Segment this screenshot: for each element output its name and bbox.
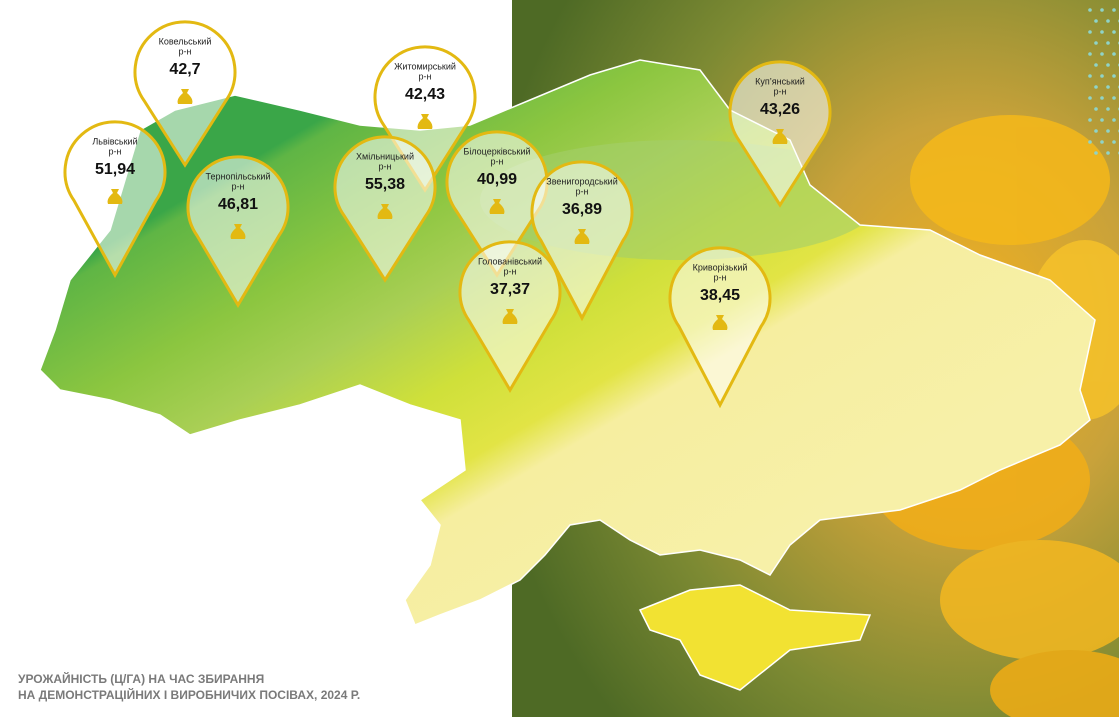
pin-value: 42,7 <box>169 61 200 78</box>
dot <box>1106 129 1110 133</box>
pin-value: 55,38 <box>365 176 405 193</box>
bag-icon <box>489 199 505 214</box>
bag-icon <box>772 129 788 144</box>
dot <box>1106 41 1110 45</box>
pin-unit: р-н <box>379 161 392 171</box>
pin-value: 46,81 <box>218 196 258 213</box>
dot <box>1100 74 1104 78</box>
pin-unit: р-н <box>504 266 517 276</box>
dot <box>1088 8 1092 12</box>
dot <box>1088 140 1092 144</box>
pin-unit: р-н <box>109 146 122 156</box>
dot <box>1112 30 1116 34</box>
pin-name: Криворізький <box>693 262 748 272</box>
bag-icon <box>574 229 590 244</box>
pin-name: Куп’янський <box>755 76 805 86</box>
pin-value: 37,37 <box>490 281 530 298</box>
bag-icon <box>177 89 193 104</box>
crimea <box>638 584 872 691</box>
dot <box>1088 96 1092 100</box>
dot <box>1088 52 1092 56</box>
dot <box>1094 151 1098 155</box>
dot <box>1100 52 1104 56</box>
dot <box>1094 41 1098 45</box>
title-line: УРОЖАЙНІСТЬ (Ц/ГА) НА ЧАС ЗБИРАННЯ <box>18 671 264 686</box>
dot <box>1088 118 1092 122</box>
title-line: НА ДЕМОНСТРАЦІЙНИХ І ВИРОБНИЧИХ ПОСІВАХ,… <box>18 687 360 702</box>
dot <box>1094 63 1098 67</box>
pin-value: 38,45 <box>700 287 740 304</box>
pin-name: Голованівський <box>478 256 542 266</box>
dot <box>1094 107 1098 111</box>
pin-unit: р-н <box>232 181 245 191</box>
pin-unit: р-н <box>714 272 727 282</box>
bag-icon <box>377 204 393 219</box>
pin-unit: р-н <box>491 156 504 166</box>
pin-name: Тернопільський <box>206 171 271 181</box>
dot <box>1112 52 1116 56</box>
dot <box>1112 118 1116 122</box>
dot <box>1100 30 1104 34</box>
dot <box>1100 118 1104 122</box>
dot <box>1112 140 1116 144</box>
dot <box>1094 129 1098 133</box>
pin-name: Звенигородський <box>546 176 617 186</box>
dot <box>1100 96 1104 100</box>
pin-name: Житомирський <box>394 61 456 71</box>
pin-name: Ковельський <box>159 36 212 46</box>
pin-value: 42,43 <box>405 86 445 103</box>
bag-icon <box>712 315 728 330</box>
dot <box>1106 107 1110 111</box>
bag-icon <box>417 114 433 129</box>
pin-value: 43,26 <box>760 101 800 118</box>
pin-name: Львівський <box>92 136 137 146</box>
pin-name: Хмільницький <box>356 151 414 161</box>
bag-icon <box>107 189 123 204</box>
pin-unit: р-н <box>576 186 589 196</box>
dot <box>1100 8 1104 12</box>
pin-value: 40,99 <box>477 171 517 188</box>
dot <box>1112 74 1116 78</box>
dot <box>1106 63 1110 67</box>
bag-icon <box>502 309 518 324</box>
dot <box>1088 30 1092 34</box>
dot <box>1100 140 1104 144</box>
dot <box>1088 74 1092 78</box>
dot <box>1106 151 1110 155</box>
dot <box>1106 19 1110 23</box>
pin-value: 36,89 <box>562 201 602 218</box>
dot <box>1094 85 1098 89</box>
bag-icon <box>230 224 246 239</box>
dot <box>1094 19 1098 23</box>
dot <box>1106 85 1110 89</box>
pin-name: Білоцерківський <box>463 146 530 156</box>
pin-unit: р-н <box>419 71 432 81</box>
pin-value: 51,94 <box>95 161 135 178</box>
pin-unit: р-н <box>774 86 787 96</box>
dot <box>1112 96 1116 100</box>
pin-unit: р-н <box>179 46 192 56</box>
dot <box>1112 8 1116 12</box>
